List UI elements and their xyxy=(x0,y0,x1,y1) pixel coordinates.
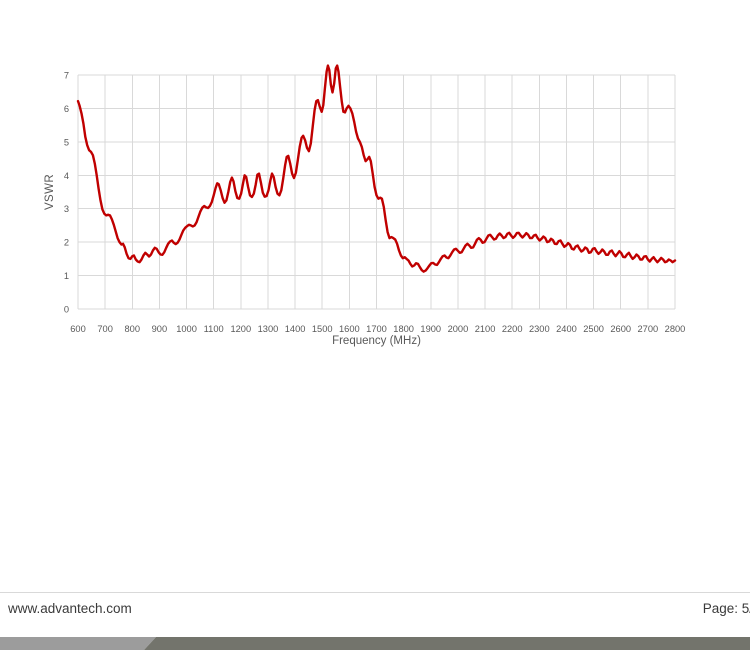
x-tick-label: 2500 xyxy=(583,324,604,334)
x-tick-label: 800 xyxy=(125,324,141,334)
footer-page-number: Page: 5/ xyxy=(702,601,750,616)
y-tick-label: 0 xyxy=(64,305,69,315)
x-tick-label: 1900 xyxy=(420,324,441,334)
y-axis-title: VSWR xyxy=(44,173,56,211)
y-tick-label: 6 xyxy=(64,104,69,114)
footer-separator xyxy=(0,592,750,593)
x-tick-label: 600 xyxy=(70,324,86,334)
x-tick-label: 1500 xyxy=(312,324,333,334)
x-tick-label: 2000 xyxy=(448,324,469,334)
x-tick-label: 1400 xyxy=(285,324,306,334)
x-tick-label: 2800 xyxy=(665,324,686,334)
x-tick-label: 1100 xyxy=(204,324,224,334)
x-tick-label: 2700 xyxy=(638,324,659,334)
y-tick-label: 2 xyxy=(64,238,69,248)
x-tick-label: 2300 xyxy=(529,324,550,334)
x-tick-label: 2100 xyxy=(475,324,496,334)
footer-bar-dark-segment xyxy=(144,637,750,650)
x-tick-label: 2400 xyxy=(556,324,577,334)
y-tick-label: 1 xyxy=(64,271,69,281)
vswr-series-line xyxy=(76,64,677,273)
x-tick-label: 1600 xyxy=(339,324,360,334)
x-tick-label: 1200 xyxy=(230,324,251,334)
y-tick-label: 5 xyxy=(64,137,69,147)
footer-website-text: www.advantech.com xyxy=(8,601,132,616)
x-tick-label: 1800 xyxy=(393,324,414,334)
x-tick-label: 1700 xyxy=(366,324,387,334)
x-tick-label: 2600 xyxy=(610,324,631,334)
y-tick-label: 4 xyxy=(64,171,69,181)
x-tick-label: 700 xyxy=(97,324,113,334)
x-axis-title: Frequency (MHz) xyxy=(332,335,421,347)
footer-bar-light-segment xyxy=(0,637,156,650)
y-tick-label: 3 xyxy=(64,204,69,214)
x-tick-label: 1000 xyxy=(176,324,197,334)
x-tick-label: 1300 xyxy=(258,324,279,334)
x-tick-label: 2200 xyxy=(502,324,523,334)
y-tick-label: 7 xyxy=(64,71,69,81)
x-tick-label: 900 xyxy=(152,324,168,334)
